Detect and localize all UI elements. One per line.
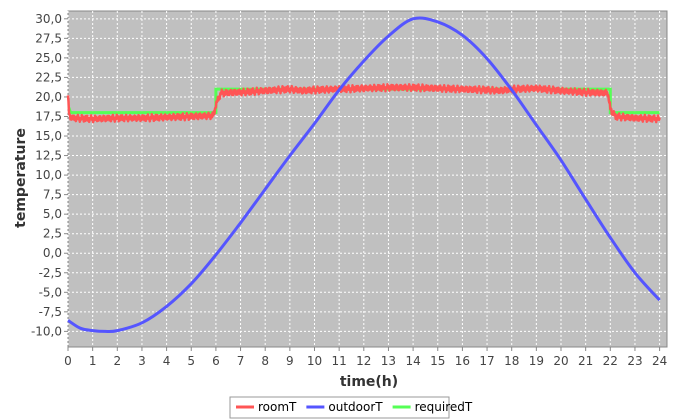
y-tick-label: 25,0 [35,51,62,65]
y-tick-label: 12,5 [35,149,62,163]
x-tick-label: 18 [504,354,519,368]
x-tick-label: 1 [89,354,97,368]
legend-label-roomT: roomT [258,400,297,414]
x-tick-label: 14 [405,354,420,368]
x-tick-label: 7 [237,354,245,368]
x-tick-label: 17 [479,354,494,368]
x-tick-label: 10 [307,354,322,368]
x-tick-label: 5 [187,354,195,368]
x-tick-label: 2 [113,354,121,368]
y-tick-label: 10,0 [35,168,62,182]
legend-box [229,396,450,419]
x-tick-label: 3 [138,354,146,368]
y-tick-label: 5,0 [43,207,62,221]
x-tick-label: 13 [381,354,396,368]
plot-background [67,10,668,348]
y-tick-label: 20,0 [35,90,62,104]
x-tick-label: 8 [261,354,269,368]
y-tick-label: 30,0 [35,12,62,26]
legend-label-requiredT: requiredT [415,400,473,414]
legend: roomT outdoorT requiredT [229,396,473,419]
y-tick-label: 7,5 [43,188,62,202]
y-tick-label: 22,5 [35,70,62,84]
x-tick-label: 11 [332,354,347,368]
x-tick-label: 23 [627,354,642,368]
series-line-outdoorT [67,16,661,334]
y-tick-label: 17,5 [35,109,62,123]
x-tick-label: 16 [455,354,470,368]
x-tick-label: 9 [286,354,294,368]
series-layer [66,16,661,334]
x-tick-label: 15 [430,354,445,368]
series-line-roomT [66,82,661,124]
y-tick-label: -5,0 [39,285,62,299]
x-tick-label: 21 [578,354,593,368]
x-tick-label: 24 [652,354,667,368]
x-axis-title: time(h) [340,374,398,390]
x-tick-label: 20 [553,354,568,368]
x-tick-label: 19 [529,354,544,368]
legend-label-outdoorT: outdoorT [328,400,383,414]
y-tick-label: 15,0 [35,129,62,143]
y-tick-label: 0,0 [43,246,62,260]
x-axis: 0 1 2 3 4 5 6 7 8 9 10 11 12 13 14 15 16 17 18 19 20 21 22 23 24 [64,347,667,368]
y-tick-label: 2,5 [43,227,62,241]
grid [67,11,667,347]
y-tick-label: 27,5 [35,31,62,45]
y-tick-label: -10,0 [31,324,62,338]
y-tick-label: -7,5 [39,305,62,319]
y-tick-label: -2,5 [39,266,62,280]
x-tick-label: 0 [64,354,72,368]
y-axis-title: temperature [13,128,29,228]
x-tick-label: 22 [603,354,618,368]
x-tick-label: 6 [212,354,220,368]
x-tick-label: 12 [356,354,371,368]
y-axis: -10,0 -7,5 -5,0 -2,5 0,0 2,5 5,0 7,5 10,0 12,5 15,… [31,12,68,338]
x-tick-label: 4 [163,354,171,368]
